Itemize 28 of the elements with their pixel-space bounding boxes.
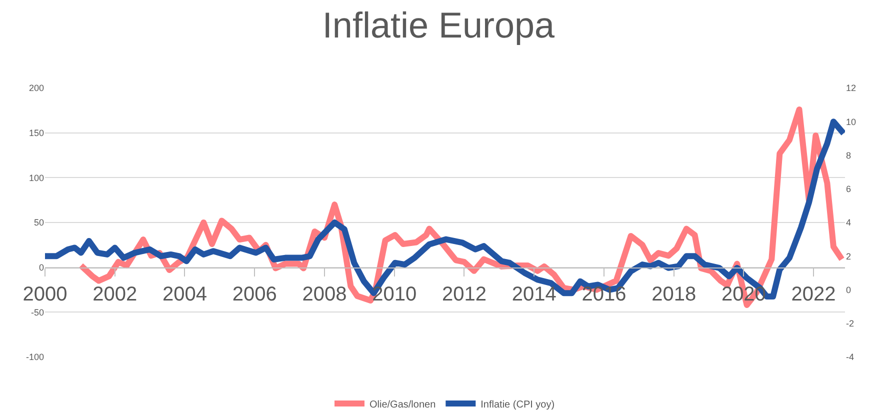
x-tick-label: 2012 (442, 283, 486, 306)
y2-tick-label: 6 (846, 184, 852, 194)
legend-label: Inflatie (CPI yoy) (480, 399, 555, 410)
y-tick-label: 0 (38, 262, 44, 272)
y2-tick-label: -2 (846, 318, 854, 329)
x-tick-label: 2022 (791, 283, 836, 306)
y-tick-label: 150 (28, 128, 44, 138)
y2-tick-label: 0 (846, 284, 852, 295)
y-tick-label: -100 (26, 352, 44, 362)
y-tick-label: 200 (28, 83, 44, 94)
x-tick-label: 2004 (162, 283, 207, 306)
y2-tick-label: -4 (846, 352, 854, 362)
legend-label: Olie/Gas/lonen (370, 399, 436, 410)
x-tick-label: 2018 (652, 283, 696, 306)
x-tick-label: 2002 (92, 283, 138, 306)
x-tick-label: 2008 (302, 283, 347, 306)
y-tick-label: -50 (30, 307, 44, 318)
y2-tick-label: 12 (846, 83, 856, 94)
y2-tick-label: 10 (846, 116, 856, 127)
x-tick-label: 2014 (512, 283, 556, 306)
y2-tick-label: 8 (846, 150, 852, 160)
x-tick-label: 2000 (22, 283, 68, 306)
y2-tick-label: 2 (846, 251, 852, 262)
y2-tick-label: 4 (846, 218, 852, 228)
x-tick-label: 2006 (232, 283, 277, 306)
y-tick-label: 50 (34, 218, 44, 228)
chart-title: Inflatie Europa (322, 4, 556, 46)
y-tick-label: 100 (28, 172, 44, 183)
